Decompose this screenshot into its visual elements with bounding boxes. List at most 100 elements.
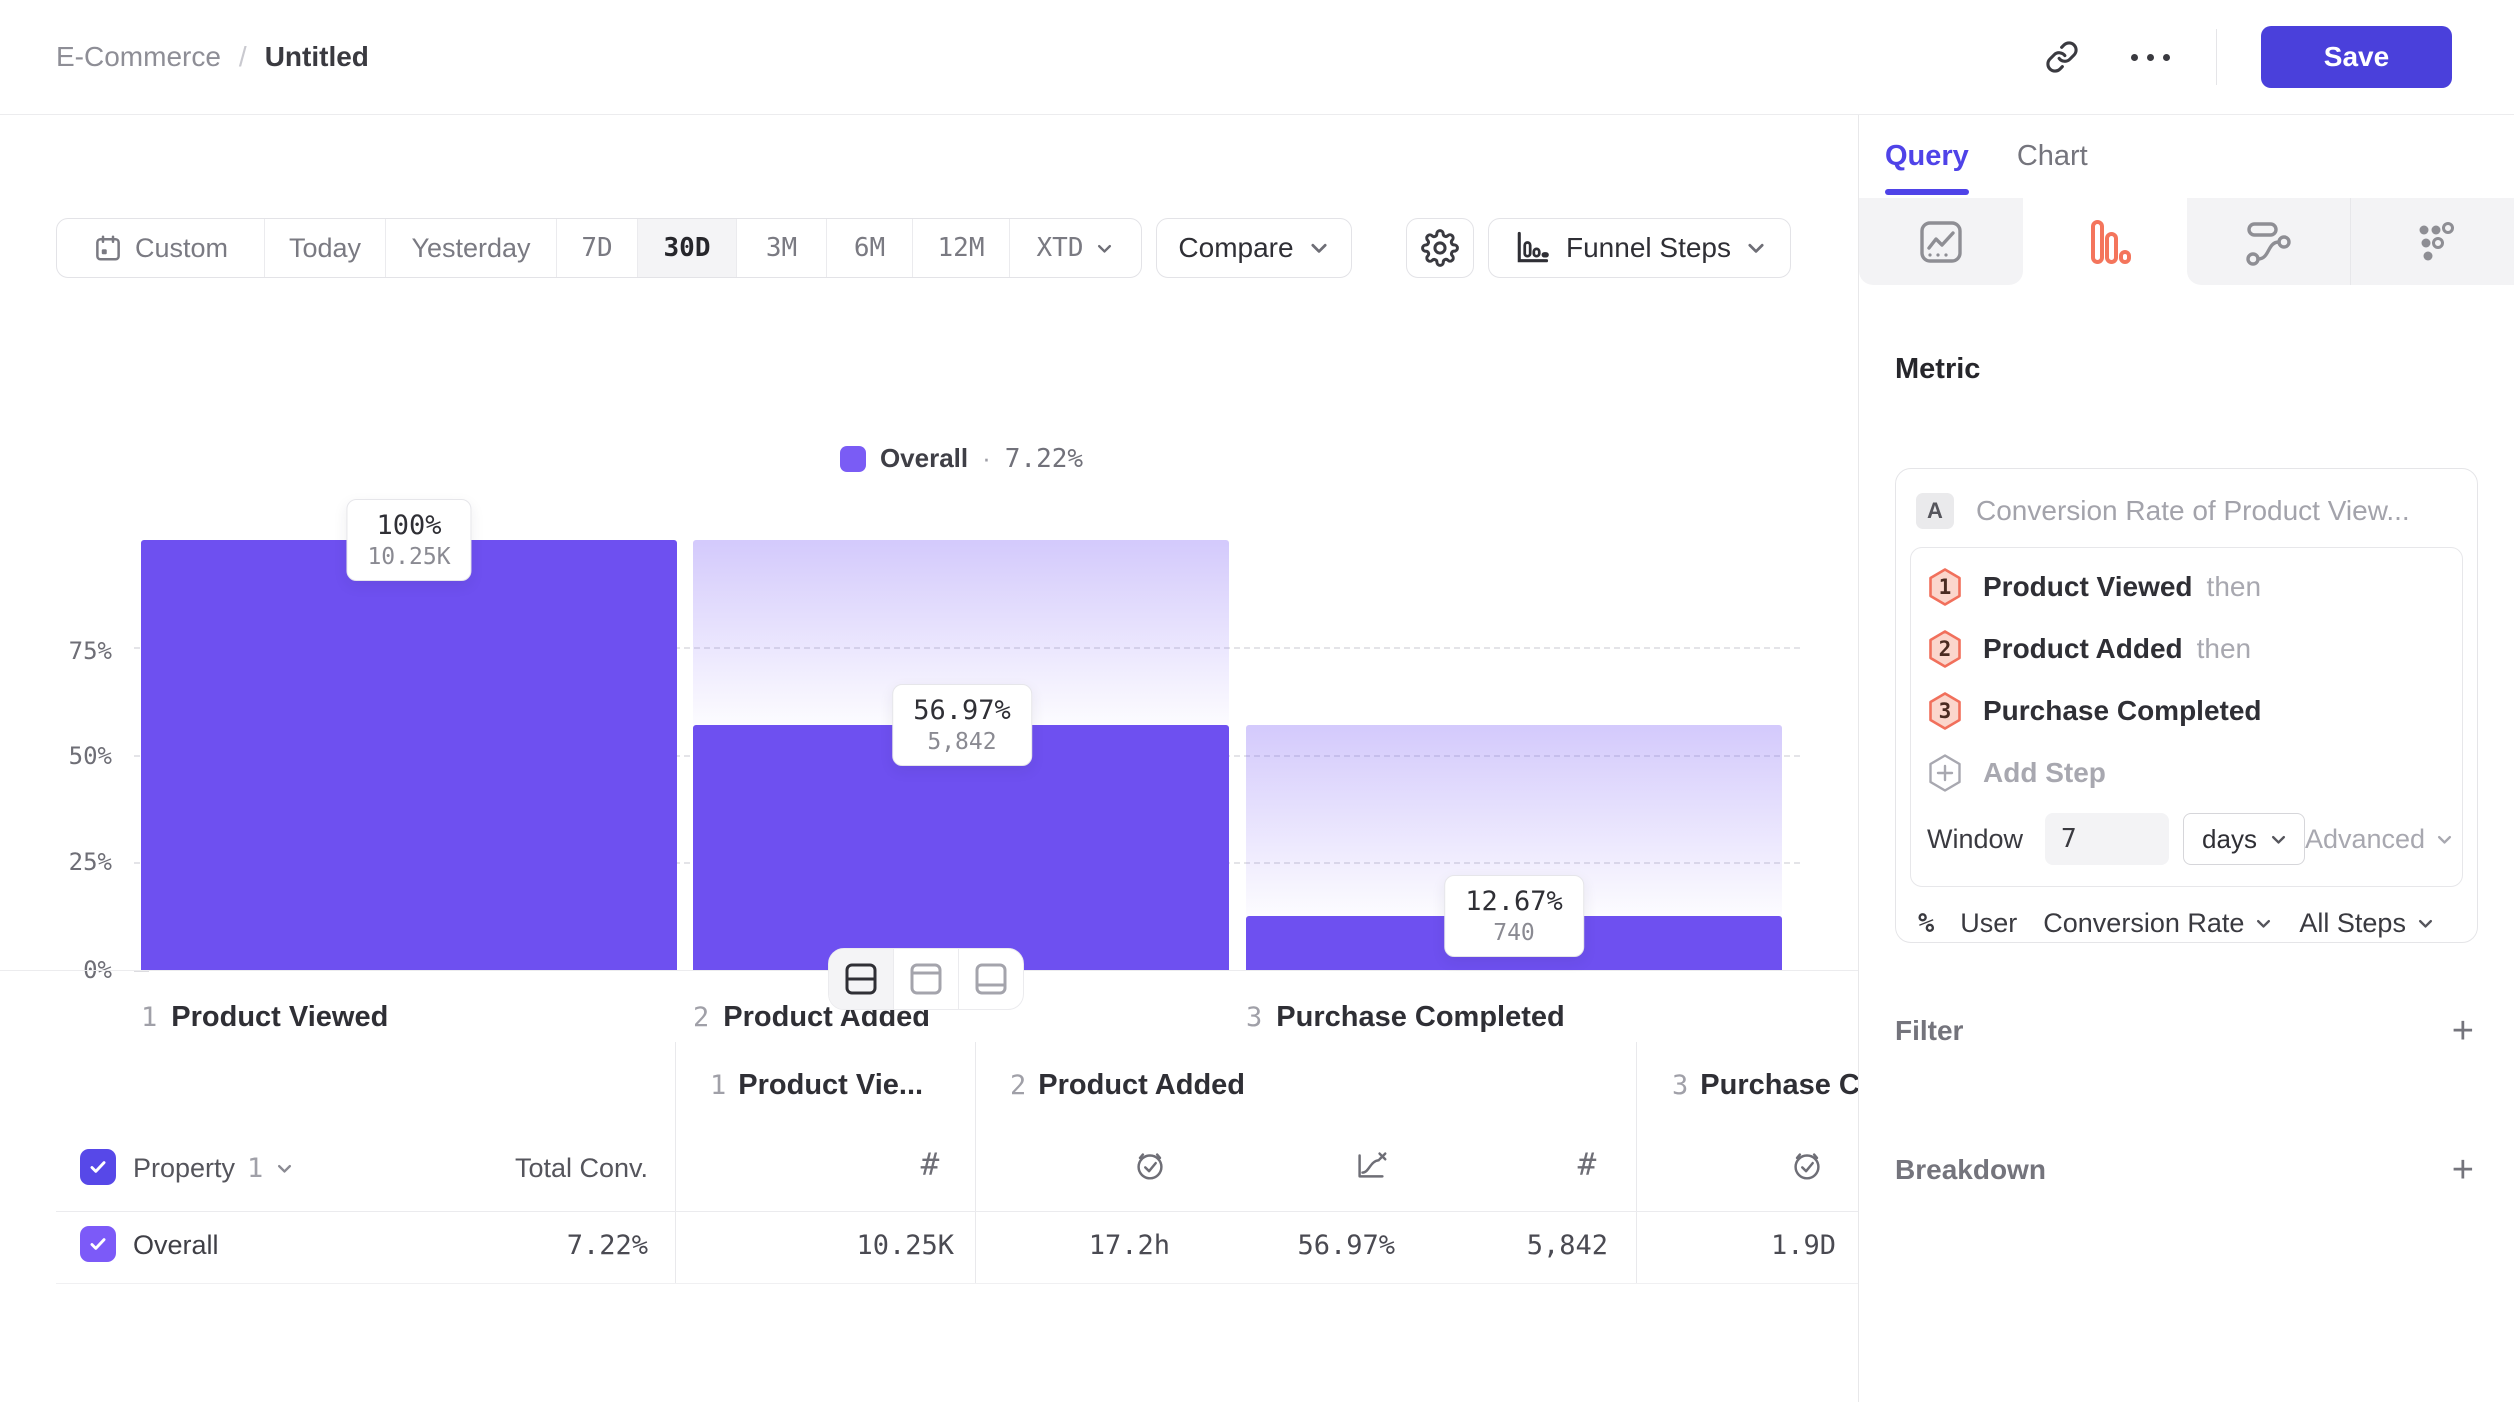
step-row-3[interactable]: 3 Purchase Completed (1927, 680, 2446, 742)
compare-button[interactable]: Compare (1156, 218, 1352, 278)
breakdown-heading: Breakdown (1895, 1154, 2046, 1185)
chevron-down-icon (2418, 919, 2432, 928)
bar-value-label: 12.67% 740 (1444, 874, 1584, 957)
metric-name: Conversion Rate of Product View... (1976, 495, 2410, 526)
step-row-1[interactable]: 1 Product Viewed then (1927, 556, 2446, 618)
range-7d[interactable]: 7D (557, 219, 638, 277)
step-number-badge: 3 (1927, 691, 1963, 731)
legend-series-value: 7.22% (1004, 443, 1084, 474)
measure-entity[interactable]: User (1960, 907, 2018, 938)
step-row-2[interactable]: 2 Product Added then (1927, 618, 2446, 680)
row-label: Overall (133, 1230, 219, 1260)
chevron-down-icon (2257, 919, 2271, 928)
select-all-checkbox[interactable] (80, 1149, 116, 1185)
calendar-icon (96, 235, 120, 261)
funnel-bar-step-1[interactable] (141, 540, 677, 970)
active-tab-underline (1885, 189, 1969, 195)
step-number-badge: 2 (1927, 629, 1963, 669)
gridline-0 (134, 970, 149, 972)
range-today[interactable]: Today (265, 219, 386, 277)
chart-type-button[interactable]: Funnel Steps (1488, 218, 1791, 278)
range-3m[interactable]: 3M (737, 219, 827, 277)
chevron-down-icon (1098, 244, 1112, 253)
chart-type-funnel-tab[interactable] (2022, 198, 2187, 285)
metric-card: A Conversion Rate of Product View... 1 P… (1895, 468, 2478, 943)
tab-chart[interactable]: Chart (2016, 140, 2088, 172)
range-6m[interactable]: 6M (827, 219, 913, 277)
layout-table-only-button[interactable] (959, 949, 1023, 1009)
chevron-down-icon (278, 1164, 292, 1173)
range-30d[interactable]: 30D (638, 219, 737, 277)
query-panel: Query Chart Metric A Conversion Rate of … (1858, 115, 2514, 1402)
step3-time: 1.9D (1770, 1230, 1836, 1261)
y-axis-tick: 25% (68, 848, 112, 876)
range-xtd[interactable]: XTD (1010, 219, 1141, 277)
window-unit-select[interactable]: days (2183, 813, 2305, 865)
table-step2-title: 2 Product Added (1010, 1069, 1246, 1101)
bar-value-label: 100% 10.25K (346, 499, 472, 581)
layout-toggle (828, 948, 1024, 1010)
metric-name-row[interactable]: A Conversion Rate of Product View... (1910, 483, 2463, 539)
x-axis-label-step-3: 3 Purchase Completed (1246, 1001, 1565, 1033)
measure-row: % User Conversion Rate All Steps (1910, 887, 2463, 959)
chevron-down-icon (1311, 243, 1327, 253)
range-12m[interactable]: 12M (913, 219, 1010, 277)
breadcrumb: E-Commerce / Untitled (56, 0, 369, 114)
step2-count: 5,842 (1526, 1230, 1608, 1261)
time-to-convert-icon[interactable] (1785, 1143, 1829, 1187)
count-metric-icon[interactable]: # (1577, 1147, 1597, 1183)
chart-type-segmentation-tab[interactable] (2350, 198, 2514, 285)
conversion-drop-icon[interactable] (1349, 1143, 1393, 1187)
top-bar: E-Commerce / Untitled Save (0, 0, 2514, 115)
range-yesterday[interactable]: Yesterday (386, 219, 557, 277)
gear-icon (1421, 229, 1459, 267)
percent-symbol: % (1918, 907, 1935, 939)
breadcrumb-page-title[interactable]: Untitled (264, 41, 369, 72)
chart-type-strip (1859, 198, 2514, 285)
legend-swatch (839, 445, 866, 472)
add-breakdown-button[interactable]: + (2451, 1149, 2474, 1191)
chart-type-flows-tab[interactable] (2186, 198, 2351, 285)
chart-type-metrics-tab[interactable] (1859, 198, 2023, 285)
chart-legend[interactable]: Overall · 7.22% (141, 443, 1782, 474)
save-button[interactable]: Save (2261, 26, 2452, 88)
advanced-toggle[interactable]: Advanced (2305, 824, 2454, 855)
funnel-chart-icon (1517, 231, 1549, 263)
share-link-icon[interactable] (2040, 35, 2084, 79)
bar-value-label: 56.97% 5,842 (892, 684, 1032, 767)
chart-settings-button[interactable] (1406, 218, 1474, 278)
topbar-divider (2216, 29, 2217, 85)
steps-card: 1 Product Viewed then 2 Product Added th… (1910, 547, 2463, 887)
add-step-button[interactable]: Add Step (1927, 742, 2446, 804)
funnel-chart: 100% 10.25K 56.97% 5,842 12.67% 740 1 Pro… (134, 499, 1800, 1033)
window-value-input[interactable] (2045, 813, 2170, 865)
metric-heading: Metric (1895, 353, 1981, 385)
breadcrumb-separator: / (238, 41, 247, 72)
time-to-convert-icon[interactable] (1128, 1143, 1172, 1187)
more-options-icon[interactable] (2128, 35, 2172, 79)
main-content: Custom Today Yesterday 7D 30D 3M 6M 12M … (0, 115, 1858, 1402)
measure-metric-select[interactable]: Conversion Rate (2043, 908, 2273, 939)
layout-chart-only-button[interactable] (894, 949, 959, 1009)
layout-split-button[interactable] (829, 949, 894, 1009)
count-metric-icon[interactable]: # (920, 1147, 940, 1183)
funnel-bar-step-2[interactable] (693, 540, 1229, 970)
topbar-actions: Save (2040, 0, 2452, 114)
results-table: Property 1 Total Conv. 1 Product Vie... 2… (0, 1042, 1858, 1284)
measure-scope-select[interactable]: All Steps (2299, 908, 2435, 939)
gridline-75 (134, 647, 1800, 649)
row-checkbox[interactable] (80, 1226, 116, 1262)
filter-heading: Filter (1895, 1015, 1964, 1046)
y-axis-tick: 50% (68, 742, 112, 770)
total-conv-header[interactable]: Total Conv. (514, 1153, 648, 1183)
breadcrumb-section[interactable]: E-Commerce (56, 41, 221, 72)
filter-section: Filter + (1895, 1012, 2474, 1050)
conversion-window-row: Window days Advanced (1927, 806, 2452, 872)
tab-query[interactable]: Query (1885, 140, 1969, 195)
range-custom[interactable]: Custom (57, 219, 265, 277)
bar-converted-region (141, 540, 677, 970)
funnel-bars-icon (2090, 219, 2131, 264)
property-selector[interactable]: Property 1 (133, 1153, 294, 1184)
add-filter-button[interactable]: + (2451, 1010, 2474, 1052)
